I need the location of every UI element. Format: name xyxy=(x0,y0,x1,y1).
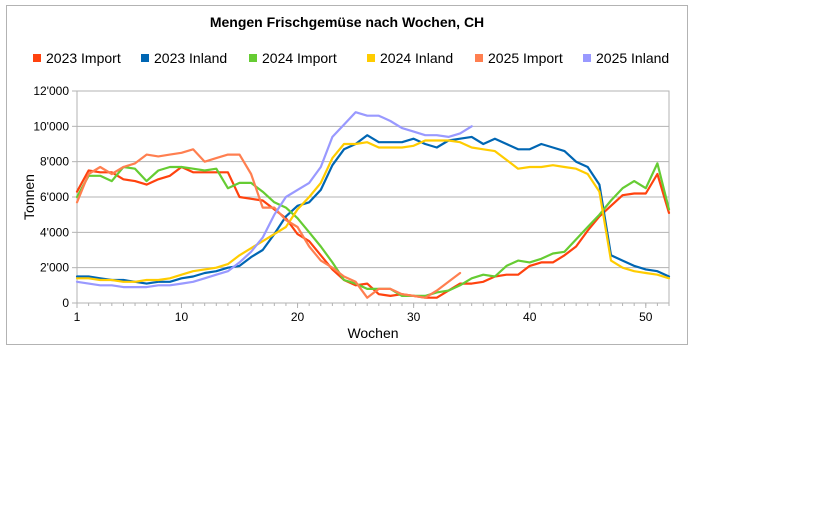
y-tick-label: 4'000 xyxy=(40,225,69,239)
y-tick-label: 12'000 xyxy=(33,84,69,98)
legend: 2023 Import 2023 Inland 2024 Import 2024 In… xyxy=(33,50,669,66)
legend-label-2024-inland: 2024 Inland xyxy=(380,50,453,66)
legend-label-2025-inland: 2025 Inland xyxy=(596,50,669,66)
series-lines xyxy=(75,111,671,299)
y-axis-label: Tonnen xyxy=(21,174,37,220)
legend-swatch-2023-import xyxy=(33,54,41,62)
legend-label-2024-import: 2024 Import xyxy=(262,50,337,66)
x-axis-label: Wochen xyxy=(347,325,398,341)
legend-swatch-2024-import xyxy=(249,54,257,62)
x-tick-label: 40 xyxy=(523,310,537,324)
legend-swatch-2025-import xyxy=(475,54,483,62)
legend-swatch-2025-inland xyxy=(583,54,591,62)
x-axis-ticks: 1 10 20 30 40 50 xyxy=(74,303,670,324)
chart-frame: Mengen Frischgemüse nach Wochen, CH 2023… xyxy=(6,5,688,345)
series-line-2025-inland xyxy=(75,111,473,289)
legend-label-2025-import: 2025 Import xyxy=(488,50,563,66)
x-tick-label: 20 xyxy=(291,310,305,324)
y-tick-label: 10'000 xyxy=(33,119,69,133)
x-tick-label: 10 xyxy=(175,310,189,324)
legend-swatch-2023-inland xyxy=(141,54,149,62)
legend-label-2023-inland: 2023 Inland xyxy=(154,50,227,66)
x-tick-label: 30 xyxy=(407,310,421,324)
chart-title: Mengen Frischgemüse nach Wochen, CH xyxy=(210,14,484,30)
gridlines xyxy=(77,90,669,304)
series-line-2023-inland xyxy=(75,134,671,285)
y-axis-ticks: 0 2'000 4'000 6'000 8'000 10'000 12'000 xyxy=(33,84,77,310)
x-tick-label: 1 xyxy=(74,310,81,324)
series-line-2024-inland xyxy=(75,139,671,283)
chart: Mengen Frischgemüse nach Wochen, CH 2023… xyxy=(21,14,671,341)
y-tick-label: 6'000 xyxy=(40,190,69,204)
legend-swatch-2024-inland xyxy=(367,54,375,62)
legend-label-2023-import: 2023 Import xyxy=(46,50,121,66)
y-tick-label: 2'000 xyxy=(40,261,69,275)
y-tick-label: 0 xyxy=(62,296,69,310)
y-tick-label: 8'000 xyxy=(40,155,69,169)
x-tick-label: 50 xyxy=(639,310,653,324)
series-line-2025-import xyxy=(75,148,462,299)
series-line-2024-import xyxy=(75,162,671,297)
